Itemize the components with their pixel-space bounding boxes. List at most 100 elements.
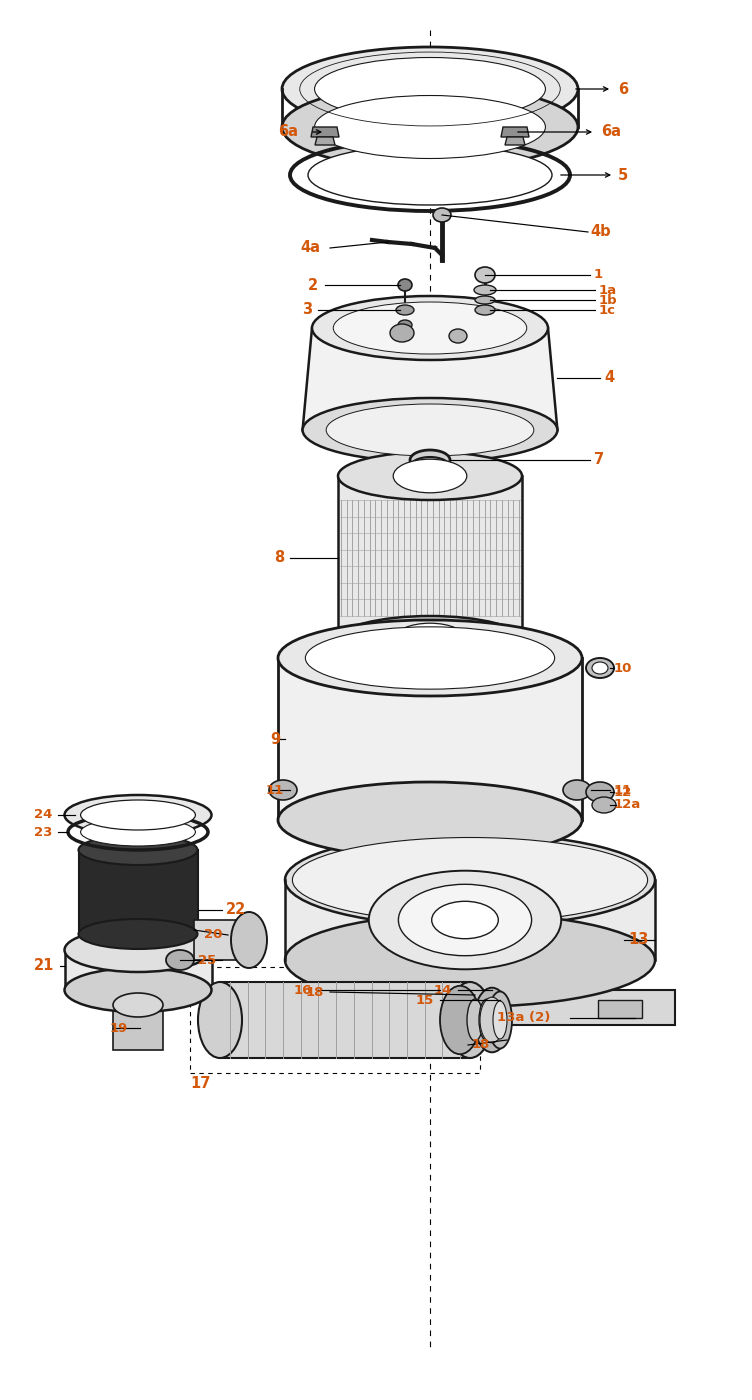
Ellipse shape <box>393 623 467 657</box>
Ellipse shape <box>410 449 450 470</box>
Ellipse shape <box>410 456 450 477</box>
Ellipse shape <box>285 833 655 927</box>
Text: 15: 15 <box>416 994 434 1007</box>
Text: 12: 12 <box>614 785 632 798</box>
Ellipse shape <box>198 981 242 1058</box>
Polygon shape <box>311 127 339 137</box>
Text: 21: 21 <box>34 959 54 973</box>
Ellipse shape <box>65 928 211 972</box>
Ellipse shape <box>396 305 414 315</box>
Text: 13: 13 <box>628 932 648 948</box>
Ellipse shape <box>488 991 512 1049</box>
Text: 23: 23 <box>34 826 52 839</box>
Text: 22: 22 <box>226 903 246 917</box>
Text: 5: 5 <box>618 168 628 182</box>
Ellipse shape <box>475 267 495 283</box>
Text: 2: 2 <box>308 277 318 293</box>
Ellipse shape <box>390 323 414 342</box>
Ellipse shape <box>113 993 163 1016</box>
Ellipse shape <box>278 620 582 696</box>
Polygon shape <box>285 881 655 960</box>
Text: 1a: 1a <box>599 283 617 297</box>
Ellipse shape <box>480 997 504 1043</box>
Ellipse shape <box>398 321 412 330</box>
Ellipse shape <box>393 459 467 493</box>
Ellipse shape <box>278 783 582 858</box>
Text: 8: 8 <box>274 550 284 566</box>
Ellipse shape <box>586 783 614 802</box>
Text: 1b: 1b <box>599 294 617 307</box>
Ellipse shape <box>399 885 532 956</box>
Ellipse shape <box>166 951 194 970</box>
Bar <box>220 981 470 1058</box>
Ellipse shape <box>592 797 616 813</box>
Text: 6a: 6a <box>278 125 298 140</box>
Ellipse shape <box>440 986 480 1054</box>
Text: 6a: 6a <box>601 125 621 140</box>
Ellipse shape <box>65 967 211 1012</box>
Text: 7: 7 <box>594 452 604 468</box>
Text: 20: 20 <box>204 928 222 941</box>
Ellipse shape <box>282 85 578 169</box>
Polygon shape <box>78 850 198 934</box>
Ellipse shape <box>433 209 451 223</box>
Ellipse shape <box>475 305 495 315</box>
Ellipse shape <box>479 1000 495 1042</box>
Ellipse shape <box>326 405 534 456</box>
Text: 3: 3 <box>302 302 312 318</box>
Ellipse shape <box>314 57 545 120</box>
Ellipse shape <box>282 48 578 132</box>
Text: 9: 9 <box>270 731 280 746</box>
Text: 4a: 4a <box>300 241 320 255</box>
Text: 1c: 1c <box>599 304 616 316</box>
Text: 18: 18 <box>472 1039 490 1051</box>
Ellipse shape <box>302 398 557 462</box>
Ellipse shape <box>333 302 526 354</box>
Ellipse shape <box>398 279 412 291</box>
Ellipse shape <box>285 913 655 1007</box>
Polygon shape <box>265 990 675 1025</box>
Polygon shape <box>505 137 525 146</box>
Ellipse shape <box>314 95 545 158</box>
Polygon shape <box>315 137 335 146</box>
Text: 13a (2): 13a (2) <box>496 1011 550 1025</box>
Ellipse shape <box>231 911 267 967</box>
Polygon shape <box>65 951 211 990</box>
Ellipse shape <box>80 799 196 830</box>
Ellipse shape <box>338 616 522 664</box>
Text: 18: 18 <box>305 986 324 998</box>
Bar <box>410 455 450 468</box>
Polygon shape <box>338 476 522 640</box>
Text: 19: 19 <box>110 1022 128 1035</box>
Ellipse shape <box>592 662 608 673</box>
Ellipse shape <box>80 818 196 846</box>
Text: 17: 17 <box>190 1075 211 1091</box>
Ellipse shape <box>475 295 495 304</box>
Ellipse shape <box>78 918 198 949</box>
Bar <box>308 1000 352 1018</box>
Bar <box>194 920 249 960</box>
Ellipse shape <box>65 795 211 834</box>
Ellipse shape <box>338 452 522 500</box>
Ellipse shape <box>293 837 647 923</box>
Ellipse shape <box>368 871 561 969</box>
Ellipse shape <box>312 295 548 360</box>
Ellipse shape <box>493 1001 507 1039</box>
Ellipse shape <box>305 627 555 689</box>
Text: 1: 1 <box>594 269 603 281</box>
Text: 14: 14 <box>434 983 452 997</box>
Text: 16: 16 <box>293 983 312 997</box>
Ellipse shape <box>269 780 297 799</box>
Text: 25: 25 <box>198 953 216 966</box>
Ellipse shape <box>432 902 499 938</box>
Polygon shape <box>302 328 557 430</box>
Text: 6: 6 <box>618 81 628 97</box>
Text: 24: 24 <box>34 809 52 822</box>
Polygon shape <box>501 127 529 137</box>
Ellipse shape <box>78 834 198 865</box>
Text: 10: 10 <box>614 662 632 675</box>
Ellipse shape <box>586 658 614 678</box>
Polygon shape <box>278 658 582 820</box>
Text: 4b: 4b <box>590 224 611 239</box>
Ellipse shape <box>467 1000 483 1042</box>
